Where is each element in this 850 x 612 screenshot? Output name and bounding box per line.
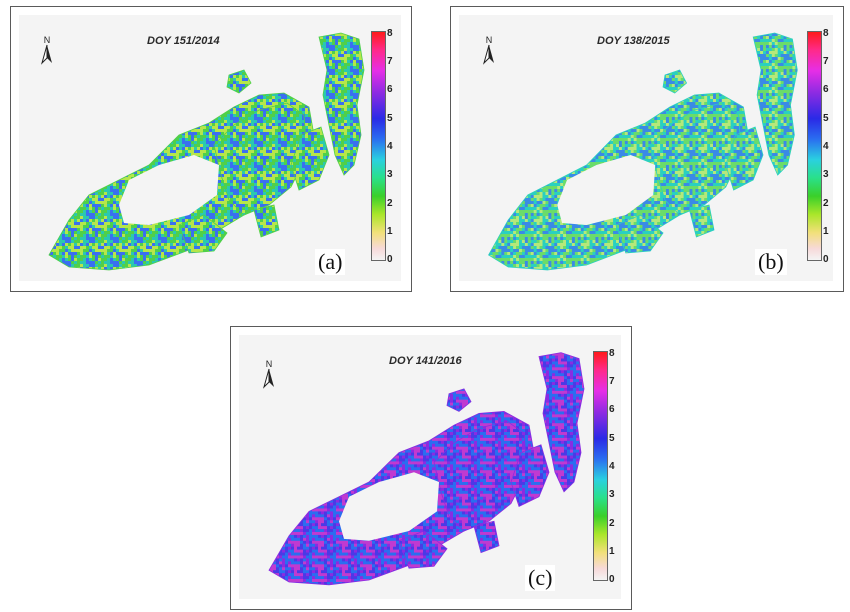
north-label: N [43, 35, 51, 45]
tick-label: 4 [823, 141, 829, 152]
tick-label: 0 [823, 254, 829, 265]
colorbar-c [593, 351, 608, 581]
map-panel-c: DOY 141/2016 N 8 7 6 5 4 3 2 1 0 (c) [230, 326, 632, 610]
map-area-a: DOY 151/2014 N 8 7 6 5 4 3 2 1 0 (a) [19, 15, 401, 281]
field-region [538, 352, 585, 493]
tick-label: 1 [387, 226, 393, 237]
tick-label: 2 [609, 518, 615, 529]
field-region [615, 214, 664, 254]
field-region [178, 214, 228, 254]
field-map-c [268, 352, 585, 586]
tick-label: 3 [609, 489, 615, 500]
tick-label: 8 [609, 348, 615, 359]
field-region [318, 32, 365, 176]
colorbar-ticks-c: 8 7 6 5 4 3 2 1 0 [609, 349, 623, 589]
field-region [226, 69, 252, 94]
tick-label: 8 [823, 28, 829, 39]
north-arrow-icon: N [481, 35, 497, 65]
field-region [398, 530, 448, 569]
tick-label: 6 [387, 84, 393, 95]
field-map-a [48, 32, 365, 271]
panel-label-b: (b) [755, 249, 787, 275]
tick-label: 4 [387, 141, 393, 152]
tick-label: 7 [823, 56, 829, 67]
field-region [689, 204, 715, 238]
field-region [290, 126, 330, 191]
colorbar-ticks-b: 8 7 6 5 4 3 2 1 0 [823, 29, 837, 269]
colorbar-b [807, 31, 822, 261]
tick-label: 1 [823, 226, 829, 237]
tick-label: 5 [609, 433, 615, 444]
tick-label: 5 [823, 113, 829, 124]
field-map-b [488, 32, 798, 271]
tick-label: 1 [609, 546, 615, 557]
doy-title-b: DOY 138/2015 [597, 35, 670, 47]
doy-title-c: DOY 141/2016 [389, 355, 462, 367]
field-region [725, 126, 764, 191]
tick-label: 2 [387, 198, 393, 209]
map-panel-a: DOY 151/2014 N 8 7 6 5 4 3 2 1 0 (a) [10, 6, 412, 292]
gap-region [339, 472, 439, 541]
gap-region [557, 155, 656, 225]
gap-region [119, 155, 219, 225]
tick-label: 2 [823, 198, 829, 209]
tick-label: 7 [387, 56, 393, 67]
field-region [473, 520, 500, 554]
north-label: N [485, 35, 493, 45]
map-area-b: DOY 138/2015 N 8 7 6 5 4 3 2 1 0 (b) [459, 15, 833, 281]
field-region [446, 388, 472, 412]
field-region [253, 204, 280, 238]
panel-label-a: (a) [315, 249, 346, 275]
north-arrow-icon: N [261, 359, 277, 389]
field-region [662, 69, 688, 94]
map-area-c: DOY 141/2016 N 8 7 6 5 4 3 2 1 0 (c) [239, 335, 621, 599]
north-label: N [265, 359, 273, 369]
tick-label: 3 [387, 169, 393, 180]
field-region [752, 32, 798, 176]
tick-label: 4 [609, 461, 615, 472]
colorbar-a [371, 31, 386, 261]
north-arrow-icon: N [39, 35, 55, 65]
tick-label: 7 [609, 376, 615, 387]
field-region [510, 444, 550, 508]
tick-label: 0 [387, 254, 393, 265]
tick-label: 8 [387, 28, 393, 39]
tick-label: 6 [823, 84, 829, 95]
colorbar-ticks-a: 8 7 6 5 4 3 2 1 0 [387, 29, 401, 269]
panel-label-c: (c) [525, 565, 556, 591]
map-panel-b: DOY 138/2015 N 8 7 6 5 4 3 2 1 0 (b) [450, 6, 844, 292]
tick-label: 5 [387, 113, 393, 124]
tick-label: 6 [609, 404, 615, 415]
doy-title-a: DOY 151/2014 [147, 35, 220, 47]
tick-label: 0 [609, 574, 615, 585]
tick-label: 3 [823, 169, 829, 180]
